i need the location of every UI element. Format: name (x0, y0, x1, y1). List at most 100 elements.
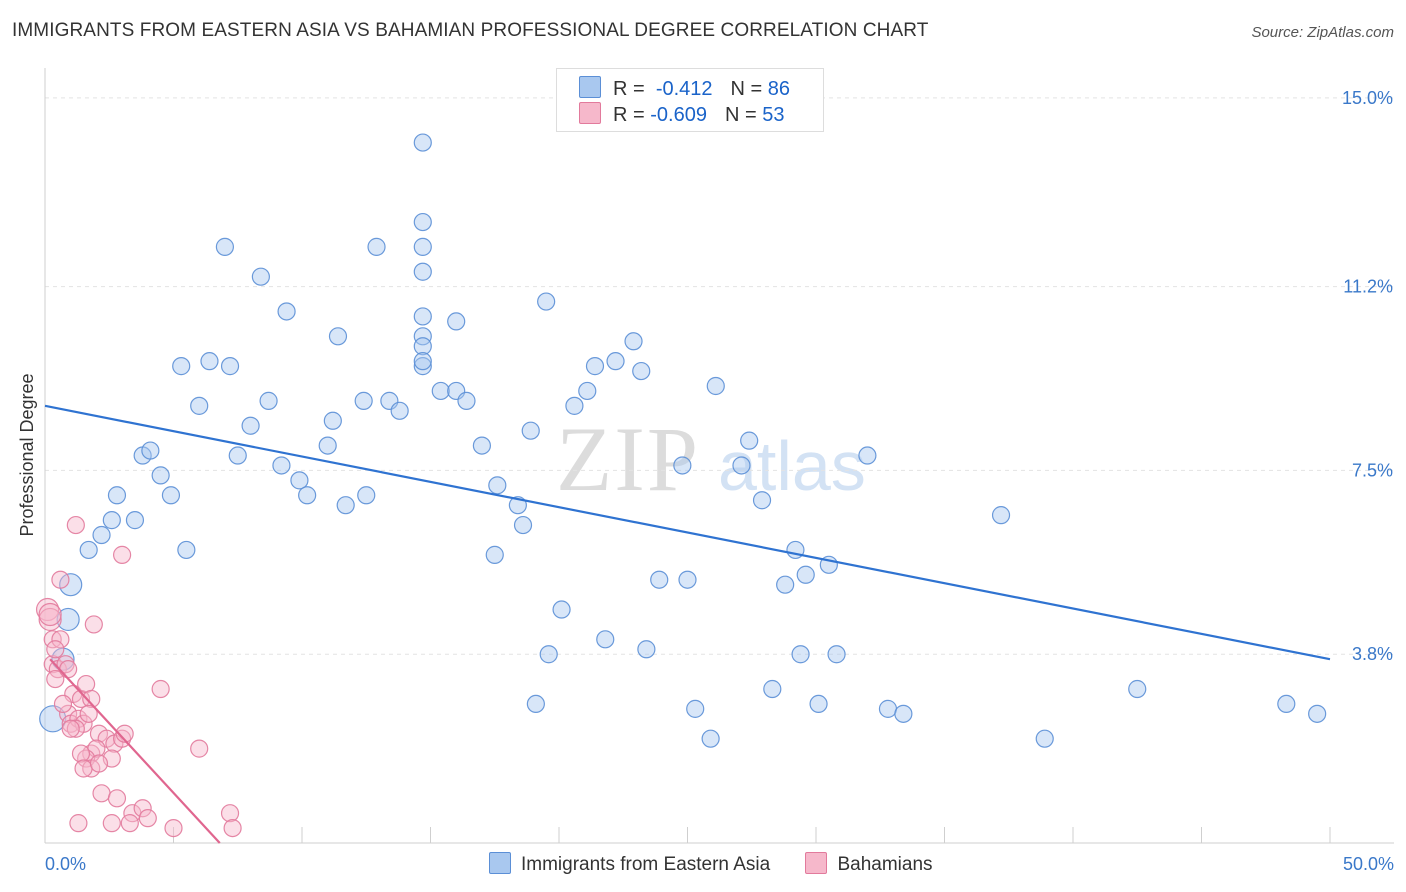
data-point-bahamians (79, 704, 98, 723)
data-point-bahamians (89, 754, 109, 773)
trend-lines (44, 404, 1331, 844)
data-point-eastern-asia (585, 357, 605, 376)
legend-swatch-eastern-asia (579, 76, 601, 98)
data-point-eastern-asia (578, 381, 597, 401)
x-tick-labels: 0.0% 50.0% (45, 854, 1394, 874)
data-point-eastern-asia (791, 645, 810, 664)
data-point-eastern-asia (740, 431, 759, 450)
data-point-eastern-asia (413, 337, 432, 356)
data-point-eastern-asia (526, 694, 545, 714)
data-point-eastern-asia (177, 540, 196, 560)
y-axis-title: Professional Degree (17, 373, 37, 536)
data-point-eastern-asia (678, 570, 697, 589)
legend-row-bahamians: R = -0.609 N = 53 (579, 102, 784, 128)
series-eastern-asia-points (39, 133, 1327, 748)
data-point-eastern-asia (200, 352, 219, 371)
data-point-bahamians (61, 719, 80, 738)
data-point-eastern-asia (228, 446, 247, 465)
x-tick-label: 0.0% (45, 854, 86, 874)
data-point-eastern-asia (107, 486, 127, 505)
data-point-eastern-asia (447, 312, 466, 331)
data-point-eastern-asia (472, 436, 491, 455)
legend-n-value: 53 (762, 104, 785, 126)
legend-n-label: N = (730, 78, 763, 100)
data-point-eastern-asia (367, 237, 386, 256)
data-point-bahamians (38, 607, 62, 632)
data-point-eastern-asia (251, 267, 270, 286)
data-point-eastern-asia (686, 699, 705, 718)
legend-label-bahamians: Bahamians (837, 854, 933, 875)
series-legend: Immigrants from Eastern Asia Bahamians (489, 852, 963, 876)
data-point-eastern-asia (357, 486, 376, 505)
data-point-eastern-asia (141, 441, 160, 460)
data-point-eastern-asia (272, 456, 291, 475)
legend-r-label: R = (613, 78, 645, 100)
data-point-eastern-asia (673, 456, 692, 475)
data-point-eastern-asia (752, 491, 772, 510)
data-point-bahamians (223, 818, 242, 838)
legend-r-value: -0.609 (650, 104, 707, 126)
y-tick-label: 15.0% (1342, 88, 1393, 108)
data-point-bahamians (66, 719, 85, 738)
data-point-eastern-asia (565, 396, 584, 415)
data-point-eastern-asia (354, 391, 373, 410)
data-point-bahamians (133, 799, 152, 818)
legend-label-eastern-asia: Immigrants from Eastern Asia (521, 854, 771, 875)
data-point-bahamians (112, 545, 132, 564)
axes (44, 68, 1394, 844)
source-credit: Source: ZipAtlas.com (1251, 24, 1394, 41)
data-point-eastern-asia (650, 570, 669, 589)
y-tick-label: 7.5% (1352, 460, 1393, 480)
correlation-legend: R = -0.412 N = 86 R = -0.609 N = 53 (556, 68, 824, 132)
data-point-eastern-asia (215, 237, 234, 256)
data-point-bahamians (51, 630, 70, 649)
data-point-eastern-asia (878, 699, 898, 718)
data-point-eastern-asia (328, 327, 348, 346)
data-point-eastern-asia (796, 565, 815, 584)
data-point-eastern-asia (1128, 679, 1147, 699)
data-point-bahamians (82, 744, 101, 763)
data-point-eastern-asia (606, 352, 625, 371)
data-point-eastern-asia (413, 357, 432, 376)
data-point-eastern-asia (706, 376, 725, 396)
data-point-eastern-asia (151, 466, 170, 485)
data-point-eastern-asia (1277, 694, 1296, 714)
data-point-bahamians (66, 515, 85, 535)
data-point-bahamians (51, 570, 70, 589)
data-point-eastern-asia (172, 357, 191, 376)
data-point-eastern-asia (858, 446, 877, 465)
data-point-eastern-asia (894, 704, 913, 723)
data-point-eastern-asia (552, 600, 571, 619)
data-point-eastern-asia (413, 307, 432, 326)
legend-swatch-bahamians (579, 102, 601, 124)
data-point-bahamians (46, 640, 65, 659)
legend-r-label: R = (613, 104, 645, 126)
legend-n-label: N = (724, 104, 757, 126)
data-point-eastern-asia (56, 607, 80, 632)
data-point-eastern-asia (220, 357, 240, 376)
data-point-bahamians (107, 789, 127, 808)
data-point-eastern-asia (102, 511, 121, 530)
data-point-eastern-asia (537, 292, 556, 311)
data-point-eastern-asia (277, 302, 296, 321)
data-point-eastern-asia (596, 630, 615, 649)
data-point-eastern-asia (318, 436, 337, 455)
data-point-eastern-asia (991, 506, 1011, 525)
data-point-eastern-asia (624, 332, 643, 351)
legend-row-eastern-asia: R = -0.412 N = 86 (579, 76, 790, 102)
data-point-eastern-asia (259, 391, 278, 410)
data-point-eastern-asia (485, 545, 504, 564)
data-point-eastern-asia (637, 640, 656, 659)
watermark: ZIP atlas (556, 408, 866, 510)
data-point-eastern-asia (701, 729, 720, 748)
legend-n-value: 86 (767, 78, 791, 100)
data-point-eastern-asia (413, 212, 432, 232)
data-point-bahamians (59, 660, 78, 679)
data-point-bahamians (164, 818, 183, 838)
data-point-bahamians (120, 814, 139, 833)
data-point-eastern-asia (776, 575, 795, 594)
legend-r-value: -0.412 (655, 78, 713, 100)
trend-line-bahamians (49, 658, 221, 844)
data-point-eastern-asia (521, 421, 540, 440)
data-point-bahamians (84, 615, 103, 634)
